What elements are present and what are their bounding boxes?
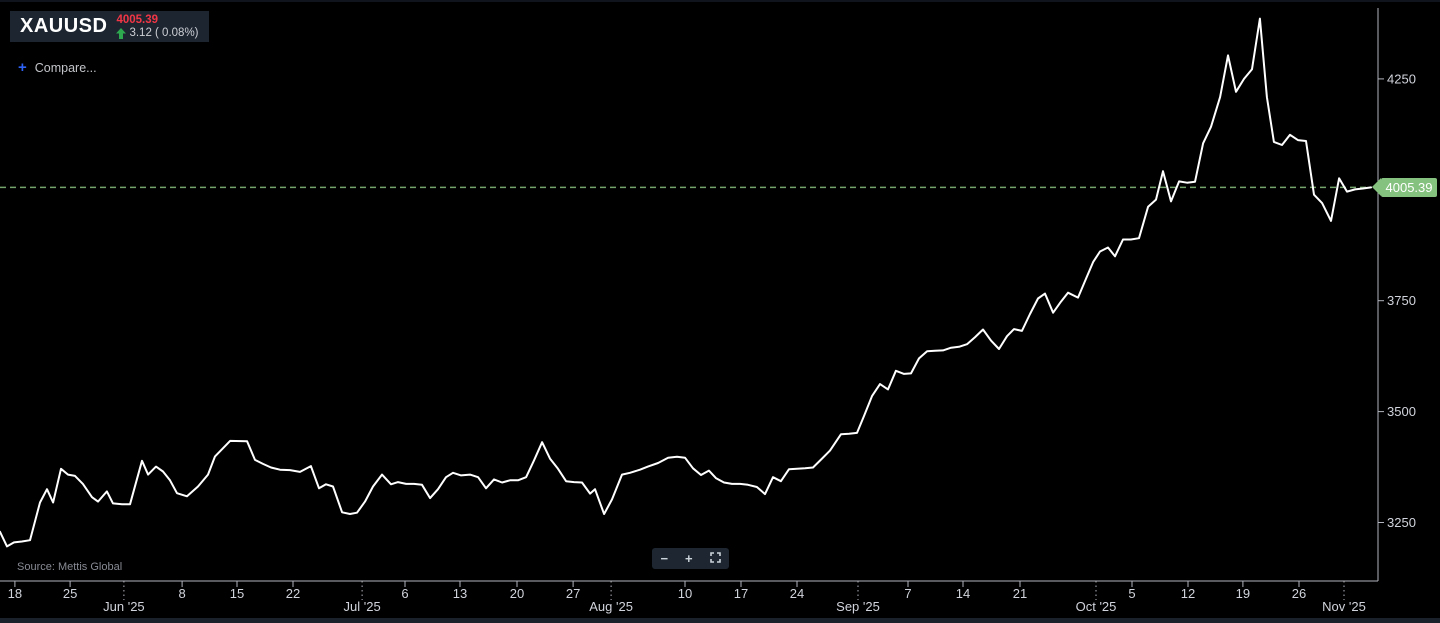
ticker-legend[interactable]: XAUUSD 4005.39 3.12 ( 0.08%)	[10, 11, 209, 42]
x-tick-label: 7	[904, 586, 911, 601]
x-month-label: Aug '25	[589, 599, 633, 614]
expand-icon	[709, 548, 721, 569]
up-arrow-icon	[116, 27, 127, 39]
zoom-in-button[interactable]: +	[685, 548, 693, 569]
x-tick-label: 17	[734, 586, 748, 601]
y-tick-label: 3750	[1387, 293, 1416, 308]
x-tick-label: 5	[1128, 586, 1135, 601]
zoom-toolbar: − +	[652, 548, 729, 569]
x-tick-label: 25	[63, 586, 77, 601]
x-tick-label: 20	[510, 586, 524, 601]
x-tick-label: 10	[678, 586, 692, 601]
x-tick-label: 22	[286, 586, 300, 601]
last-price-tag: 4005.39	[1372, 177, 1437, 197]
x-month-label: Nov '25	[1322, 599, 1366, 614]
last-price-tag-text: 4005.39	[1385, 179, 1433, 195]
y-tick-label: 3250	[1387, 515, 1416, 530]
x-tick-label: 6	[401, 586, 408, 601]
x-tick-label: 14	[956, 586, 970, 601]
price-line	[0, 17, 1372, 548]
y-tick-label: 4250	[1387, 71, 1416, 86]
ticker-change: 3.12 ( 0.08%)	[116, 26, 199, 40]
compare-label: Compare...	[34, 61, 97, 75]
zoom-out-button[interactable]: −	[660, 548, 668, 569]
x-month-label: Jun '25	[103, 599, 145, 614]
y-tick-label: 3500	[1387, 404, 1416, 419]
ticker-values: 4005.39 3.12 ( 0.08%)	[116, 13, 199, 40]
fullscreen-button[interactable]	[709, 548, 721, 569]
x-month-label: Sep '25	[836, 599, 880, 614]
x-tick-label: 8	[178, 586, 185, 601]
x-tick-label: 26	[1292, 586, 1306, 601]
plus-icon: +	[18, 59, 27, 76]
x-tick-label: 24	[790, 586, 804, 601]
ticker-symbol: XAUUSD	[20, 15, 108, 37]
x-tick-label: 21	[1013, 586, 1027, 601]
x-tick-label: 12	[1181, 586, 1195, 601]
x-month-label: Jul '25	[344, 599, 381, 614]
x-tick-label: 19	[1236, 586, 1250, 601]
compare-button[interactable]: + Compare...	[18, 59, 97, 76]
x-tick-label: 18	[8, 586, 22, 601]
source-label: Source: Mettis Global	[17, 561, 123, 573]
x-tick-label: 13	[453, 586, 467, 601]
top-border	[0, 0, 1440, 2]
x-tick-label: 27	[566, 586, 580, 601]
ticker-change-text: 3.12 ( 0.08%)	[129, 26, 199, 39]
ticker-price: 4005.39	[116, 13, 159, 26]
x-month-label: Oct '25	[1076, 599, 1117, 614]
bottom-border	[0, 618, 1440, 623]
x-tick-label: 15	[230, 586, 244, 601]
